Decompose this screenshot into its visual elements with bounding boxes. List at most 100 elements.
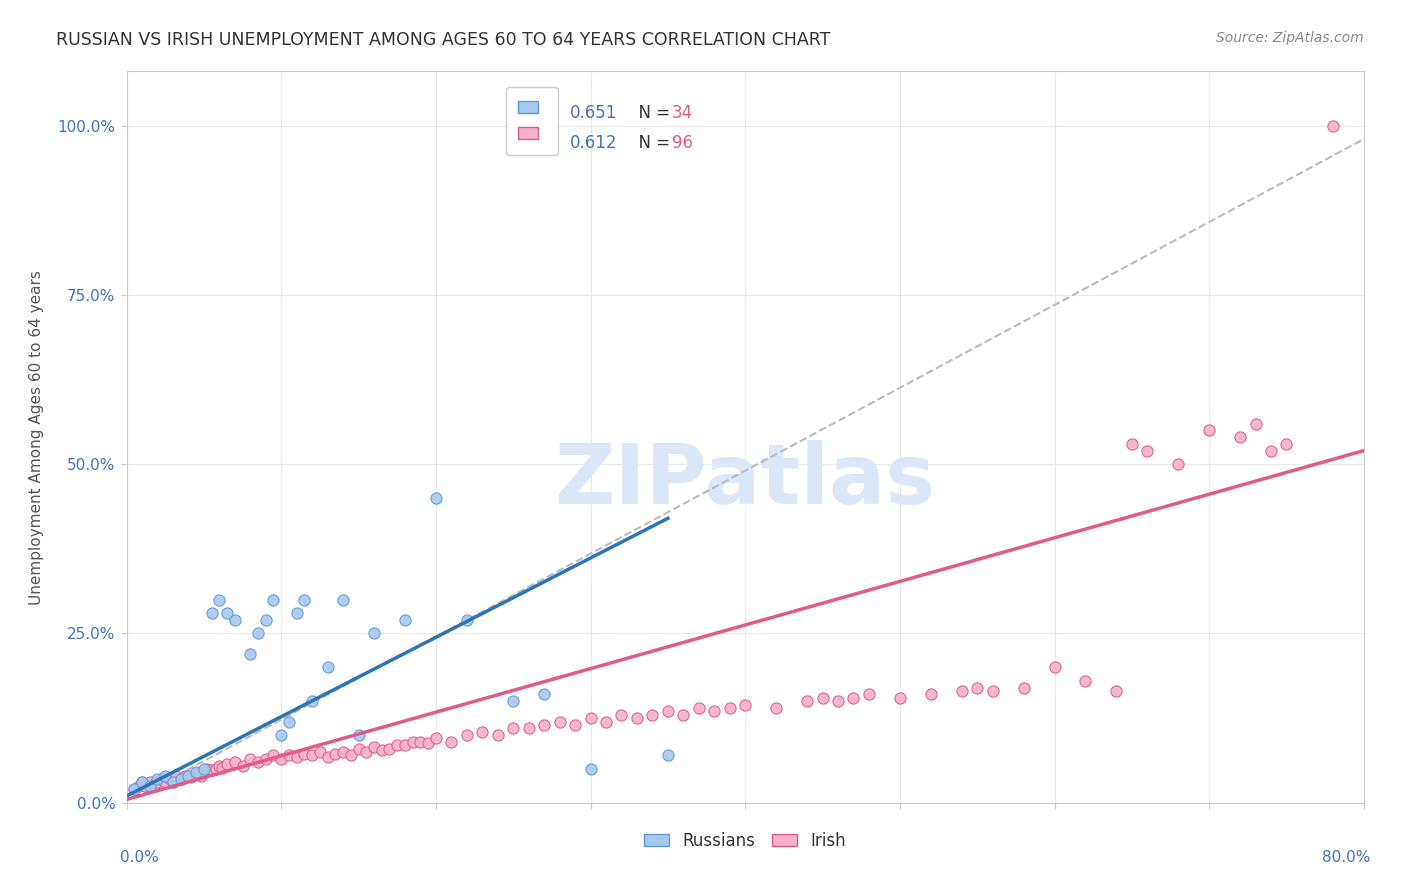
Point — [190, 769, 212, 783]
Point — [332, 592, 354, 607]
Point — [128, 779, 150, 793]
Point — [217, 606, 239, 620]
Point — [224, 755, 246, 769]
Point — [239, 647, 262, 661]
Point — [564, 718, 586, 732]
Point — [301, 694, 323, 708]
Point — [425, 491, 447, 505]
Point — [193, 765, 215, 780]
Point — [416, 736, 439, 750]
Point — [270, 728, 292, 742]
Point — [394, 613, 416, 627]
Point — [205, 762, 228, 776]
Text: 80.0%: 80.0% — [1322, 850, 1369, 865]
Point — [186, 765, 208, 780]
Point — [340, 748, 363, 763]
Point — [688, 701, 710, 715]
Point — [186, 767, 208, 781]
Point — [278, 714, 301, 729]
Point — [1012, 681, 1035, 695]
Point — [1244, 417, 1267, 431]
Point — [734, 698, 756, 712]
Text: Source: ZipAtlas.com: Source: ZipAtlas.com — [1216, 31, 1364, 45]
Point — [517, 721, 540, 735]
Text: 0.0%: 0.0% — [121, 850, 159, 865]
Point — [347, 741, 370, 756]
Point — [208, 758, 231, 772]
Point — [378, 741, 401, 756]
Point — [703, 705, 725, 719]
Point — [224, 613, 246, 627]
Point — [208, 592, 231, 607]
Text: RUSSIAN VS IRISH UNEMPLOYMENT AMONG AGES 60 TO 64 YEARS CORRELATION CHART: RUSSIAN VS IRISH UNEMPLOYMENT AMONG AGES… — [56, 31, 831, 49]
Point — [146, 772, 169, 786]
Text: ZIPatlas: ZIPatlas — [555, 441, 935, 522]
Point — [169, 772, 191, 786]
Point — [889, 690, 911, 705]
Point — [131, 775, 153, 789]
Point — [363, 740, 385, 755]
Point — [1260, 443, 1282, 458]
Point — [247, 626, 270, 640]
Point — [409, 735, 432, 749]
Text: N =: N = — [627, 104, 675, 122]
Point — [1198, 423, 1220, 437]
Point — [301, 748, 323, 763]
Point — [146, 775, 169, 789]
Point — [131, 775, 153, 789]
Point — [502, 694, 524, 708]
Point — [579, 711, 602, 725]
Point — [316, 749, 339, 764]
Point — [579, 762, 602, 776]
Point — [456, 728, 478, 742]
Point — [177, 769, 200, 783]
Point — [201, 606, 224, 620]
Point — [201, 764, 224, 778]
Point — [641, 707, 664, 722]
Point — [486, 728, 509, 742]
Point — [425, 731, 447, 746]
Point — [177, 769, 200, 783]
Point — [292, 592, 315, 607]
Point — [143, 779, 166, 793]
Point — [354, 745, 377, 759]
Legend: Russians, Irish: Russians, Irish — [637, 825, 853, 856]
Point — [718, 701, 741, 715]
Point — [165, 769, 187, 783]
Point — [440, 735, 463, 749]
Point — [285, 749, 308, 764]
Point — [610, 707, 633, 722]
Point — [456, 613, 478, 627]
Y-axis label: Unemployment Among Ages 60 to 64 years: Unemployment Among Ages 60 to 64 years — [28, 269, 44, 605]
Point — [765, 701, 787, 715]
Point — [385, 738, 408, 752]
Point — [153, 769, 177, 783]
Point — [1136, 443, 1159, 458]
Point — [193, 762, 215, 776]
Point — [124, 782, 146, 797]
Point — [657, 748, 679, 763]
Point — [796, 694, 818, 708]
Point — [316, 660, 339, 674]
Point — [124, 782, 146, 797]
Point — [1074, 673, 1097, 688]
Point — [254, 752, 277, 766]
Point — [174, 769, 197, 783]
Point — [502, 721, 524, 735]
Point — [347, 728, 370, 742]
Point — [858, 688, 880, 702]
Text: 96: 96 — [672, 134, 693, 152]
Point — [270, 752, 292, 766]
Point — [471, 724, 494, 739]
Point — [195, 762, 218, 776]
Text: 0.612: 0.612 — [569, 134, 617, 152]
Point — [180, 770, 202, 784]
Point — [1275, 437, 1298, 451]
Point — [1229, 430, 1251, 444]
Point — [595, 714, 617, 729]
Point — [626, 711, 648, 725]
Point — [533, 718, 555, 732]
Point — [1105, 684, 1128, 698]
Point — [402, 735, 425, 749]
Point — [1043, 660, 1066, 674]
